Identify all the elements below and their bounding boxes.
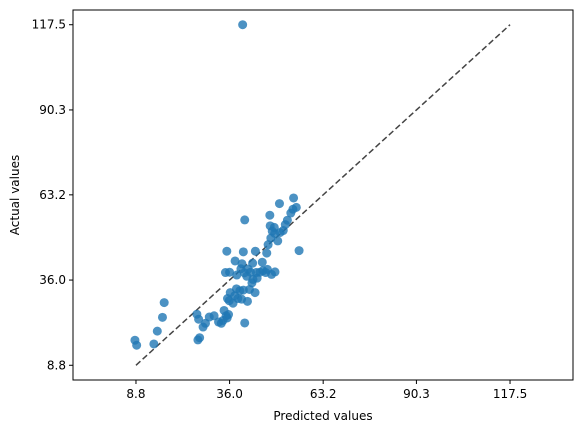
x-tick-label: 90.3 — [403, 387, 430, 401]
data-point — [195, 333, 205, 343]
x-ticks: 8.8 36.0 63.2 90.3 117.5 — [126, 380, 527, 401]
data-point — [238, 247, 248, 257]
y-tick-label: 117.5 — [32, 18, 66, 32]
data-point — [220, 268, 230, 278]
data-point — [230, 256, 240, 266]
x-tick-label: 63.2 — [310, 387, 337, 401]
data-point — [219, 305, 229, 315]
data-point — [240, 215, 250, 225]
data-point — [265, 210, 275, 220]
data-point — [240, 318, 250, 328]
data-point — [157, 312, 167, 322]
data-point — [289, 193, 299, 203]
data-point — [291, 202, 301, 212]
data-point — [273, 236, 283, 246]
data-point — [257, 257, 267, 267]
x-tick-label: 117.5 — [493, 387, 527, 401]
data-point — [270, 267, 280, 277]
data-point — [152, 326, 162, 336]
data-point — [262, 248, 272, 258]
data-point — [149, 339, 159, 349]
data-point — [294, 246, 304, 256]
data-point — [159, 298, 169, 308]
data-point — [269, 222, 279, 232]
data-point — [274, 199, 284, 209]
data-point — [222, 246, 232, 256]
y-tick-label: 90.3 — [39, 103, 66, 117]
y-ticks: 8.8 36.0 63.2 90.3 117.5 — [32, 18, 73, 372]
reference-line — [135, 24, 511, 366]
data-point — [194, 314, 204, 324]
data-point — [282, 215, 292, 225]
data-point — [209, 311, 219, 321]
x-axis-label: Predicted values — [273, 409, 372, 423]
x-tick-label: 36.0 — [216, 387, 243, 401]
y-tick-label: 63.2 — [39, 188, 66, 202]
reference-line-layer — [135, 24, 511, 366]
data-point — [248, 258, 258, 268]
data-point — [238, 20, 248, 30]
data-point — [132, 340, 142, 350]
data-point — [250, 288, 260, 298]
points-layer — [130, 20, 304, 350]
data-point — [242, 296, 252, 306]
data-point — [237, 259, 247, 269]
y-tick-label: 36.0 — [39, 273, 66, 287]
x-tick-label: 8.8 — [126, 387, 145, 401]
data-point — [248, 274, 258, 284]
y-tick-label: 8.8 — [47, 358, 66, 372]
data-point — [250, 246, 260, 256]
y-axis-label: Actual values — [8, 155, 22, 235]
